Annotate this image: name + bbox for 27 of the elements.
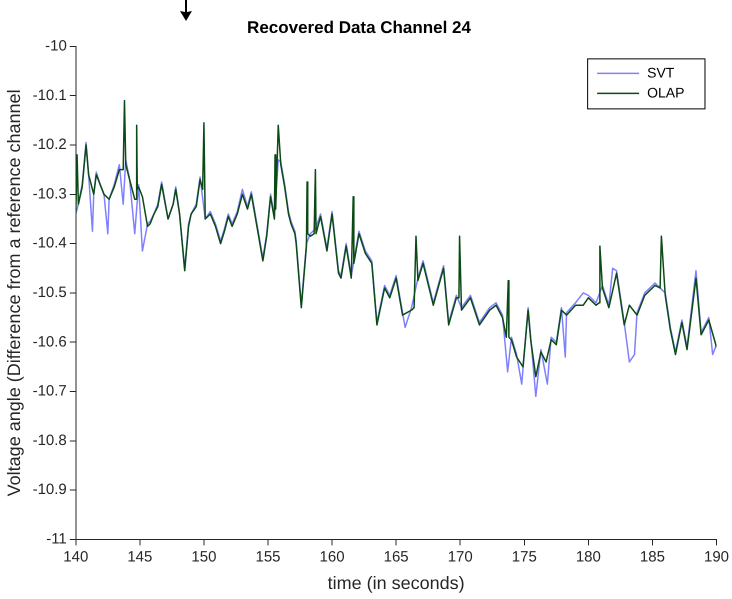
y-tick-label: -10.8 [32, 432, 67, 449]
y-tick-label: -10.1 [32, 86, 67, 104]
y-tick-label: -10.7 [32, 382, 67, 400]
x-tick-label: 165 [384, 548, 409, 566]
y-tick-label: -10.6 [32, 333, 67, 350]
legend-label: OLAP [647, 84, 684, 100]
x-tick-label: 175 [512, 548, 537, 566]
x-tick-label: 180 [576, 548, 601, 566]
y-tick-label: -10.5 [32, 284, 67, 302]
chart-title: Recovered Data Channel 24 [247, 18, 472, 37]
y-tick-label: -10.4 [32, 234, 67, 252]
y-tick-label: -10.2 [32, 136, 67, 154]
y-axis-title: Voltage angle (Difference from a reference channel [4, 89, 24, 496]
x-tick-label: 155 [255, 548, 281, 566]
legend-label: SVT [647, 64, 675, 80]
y-tick-label: -11 [46, 530, 67, 548]
y-tick-label: -10.9 [32, 481, 67, 498]
x-tick-label: 190 [704, 548, 729, 566]
y-tick-label: -10 [45, 38, 67, 55]
x-axis-title: time (in seconds) [328, 573, 465, 594]
x-tick-label: 160 [320, 548, 345, 566]
x-tick-label: 185 [640, 548, 665, 566]
x-tick-label: 140 [63, 548, 88, 566]
x-tick-label: 145 [127, 548, 152, 566]
x-tick-label: 170 [448, 548, 473, 566]
x-tick-label: 150 [191, 548, 216, 566]
y-tick-label: -10.3 [32, 185, 67, 202]
